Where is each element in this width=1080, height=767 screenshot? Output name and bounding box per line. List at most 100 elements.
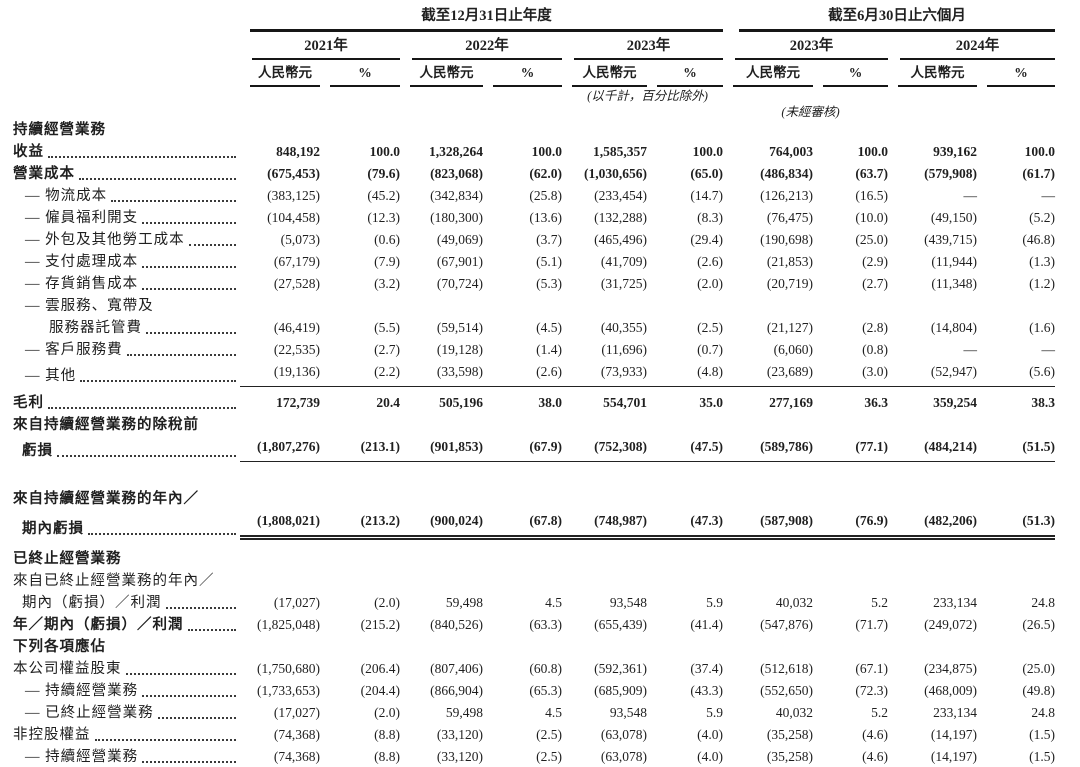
value-cell: (23,689) xyxy=(723,361,813,387)
percent-cell: (1.5) xyxy=(1029,727,1055,742)
empty-cell xyxy=(888,103,1055,119)
value-cell: (70,724) xyxy=(436,276,483,291)
row-label: 收益 xyxy=(13,144,44,160)
percent-cell: (46.8) xyxy=(1022,232,1055,247)
percent-cell: 20.4 xyxy=(376,395,400,410)
row-label-cell: 非控股權益 xyxy=(13,724,240,746)
row-label: — 雲服務、寬帶及 xyxy=(25,298,154,314)
table-row: 來自持續經營業務的年內／ xyxy=(13,488,1055,510)
value-cell: (19,128) xyxy=(436,342,483,357)
dot-leader xyxy=(142,288,236,290)
row-label-cell: — 持續經營業務 xyxy=(13,746,240,767)
value-cell: (484,214) xyxy=(888,436,977,462)
table-row: 年／期內（虧損）／利潤 (1,825,048) (215.2) (840,526) (6… xyxy=(13,614,1055,636)
dot-leader xyxy=(79,178,236,180)
row-label: 下列各項應佔 xyxy=(13,639,106,655)
dot-leader xyxy=(146,332,236,334)
section-row: 持續經營業務 xyxy=(13,119,1055,141)
period-annual-label: 截至12月31日止年度 xyxy=(250,8,723,32)
row-label: 非控股權益 xyxy=(13,727,91,743)
dot-leader xyxy=(188,244,236,246)
row-label-cell: 毛利 xyxy=(13,392,240,414)
table-row: — 其他 (19,136) (2.2) (33,598) (2.6) (73,933) (4… xyxy=(13,361,1055,387)
percent-cell: (67.1) xyxy=(855,661,888,676)
percent-cell: 100.0 xyxy=(692,144,723,159)
value-cell: (14,197) xyxy=(930,749,977,764)
percent-cell: (47.3) xyxy=(647,510,723,540)
percent-cell: (8.3) xyxy=(697,210,723,225)
percent-cell: 36.3 xyxy=(864,395,888,410)
percent-cell: (60.8) xyxy=(529,661,562,676)
percent-cell: (65.3) xyxy=(529,683,562,698)
percent-cell: 5.9 xyxy=(706,595,723,610)
currency-subheader: 人民幣元 xyxy=(888,60,977,87)
percent-cell: (5.5) xyxy=(374,320,400,335)
row-label-cell: 本公司權益股東 xyxy=(13,658,240,680)
note-unaudited-cell: (未經審核) xyxy=(781,105,840,119)
percent-cell: (72.3) xyxy=(855,683,888,698)
percent-cell: (77.1) xyxy=(813,436,888,462)
empty-cell xyxy=(13,60,240,87)
row-label-cell: 來自持續經營業務的除稅前 xyxy=(13,414,1055,436)
percent-cell: (213.1) xyxy=(320,436,400,462)
dot-leader xyxy=(187,629,236,631)
table-body: 持續經營業務 收益 848,192 100.0 1,328,264 100.0 1,585,… xyxy=(13,119,1055,767)
row-label-cell: 下列各項應佔 xyxy=(13,636,1055,658)
row-label: — 外包及其他勞工成本 xyxy=(25,232,185,248)
row-label: 已終止經營業務 xyxy=(13,551,122,567)
row-label-cell: 期內（虧損）／利潤 xyxy=(13,592,240,614)
empty-cell xyxy=(13,8,240,32)
table-row: 毛利 172,739 20.4 505,196 38.0 554,701 35.0 277,1… xyxy=(13,392,1055,414)
percent-cell: (2.9) xyxy=(862,254,888,269)
percent-cell: (0.6) xyxy=(374,232,400,247)
row-label: — 支付處理成本 xyxy=(25,254,139,270)
value-cell: (40,355) xyxy=(600,320,647,335)
percent-cell: (51.3) xyxy=(977,510,1055,540)
value-cell: 40,032 xyxy=(775,705,813,720)
percent-cell: (49.8) xyxy=(1022,683,1055,698)
year-header-2023: 2023年 xyxy=(562,32,723,60)
spacer-row xyxy=(13,462,1055,488)
table-row: 營業成本 (675,453) (79.6) (823,068) (62.0) (1,030… xyxy=(13,163,1055,185)
value-cell: 93,548 xyxy=(609,705,647,720)
value-cell: (67,179) xyxy=(273,254,320,269)
percent-cell: (62.0) xyxy=(529,166,562,181)
percent-subheader: % xyxy=(813,60,888,87)
table-row: — 客戶服務費 (22,535) (2.7) (19,128) (1.4) (11,696… xyxy=(13,339,1055,361)
percent-cell: (3.2) xyxy=(374,276,400,291)
period-header-annual: 截至12月31日止年度 xyxy=(240,8,723,32)
table-row: — 持續經營業務 (74,368) (8.8) (33,120) (2.5) (63,07… xyxy=(13,746,1055,767)
value-cell: (49,150) xyxy=(930,210,977,225)
percent-cell: (29.4) xyxy=(690,232,723,247)
table-row: 本公司權益股東 (1,750,680) (206.4) (807,406) (60.8)… xyxy=(13,658,1055,680)
percent-cell: (4.0) xyxy=(697,749,723,764)
value-cell: (1,030,656) xyxy=(584,166,647,181)
value-cell: (823,068) xyxy=(430,166,483,181)
value-cell: 233,134 xyxy=(933,595,977,610)
percent-cell: 100.0 xyxy=(857,144,888,159)
value-cell: 359,254 xyxy=(933,395,977,410)
value-cell: (21,853) xyxy=(766,254,813,269)
row-label: 毛利 xyxy=(13,395,44,411)
percent-cell: (12.3) xyxy=(367,210,400,225)
row-label-cell: — 支付處理成本 xyxy=(13,251,240,273)
percent-cell: (0.8) xyxy=(862,342,888,357)
row-label-cell: 營業成本 xyxy=(13,163,240,185)
value-cell: (17,027) xyxy=(273,705,320,720)
value-cell: 764,003 xyxy=(769,144,813,159)
percent-cell: (41.4) xyxy=(690,617,723,632)
percent-cell: 4.5 xyxy=(545,705,562,720)
value-cell: (14,804) xyxy=(930,320,977,335)
value-cell: (900,024) xyxy=(400,510,483,540)
value-cell: (752,308) xyxy=(562,436,647,462)
value-cell: (468,009) xyxy=(924,683,977,698)
percent-cell: 35.0 xyxy=(699,395,723,410)
row-label-cell: — 物流成本 xyxy=(13,185,240,207)
percent-cell: (1.5) xyxy=(1029,749,1055,764)
percent-cell: (3.7) xyxy=(536,232,562,247)
value-cell: (807,406) xyxy=(430,661,483,676)
note-thousands-row: (以千計，百分比除外) xyxy=(13,87,1055,103)
dot-leader xyxy=(57,455,236,457)
row-label-cell: — 客戶服務費 xyxy=(13,339,240,361)
percent-cell: 5.2 xyxy=(871,595,888,610)
